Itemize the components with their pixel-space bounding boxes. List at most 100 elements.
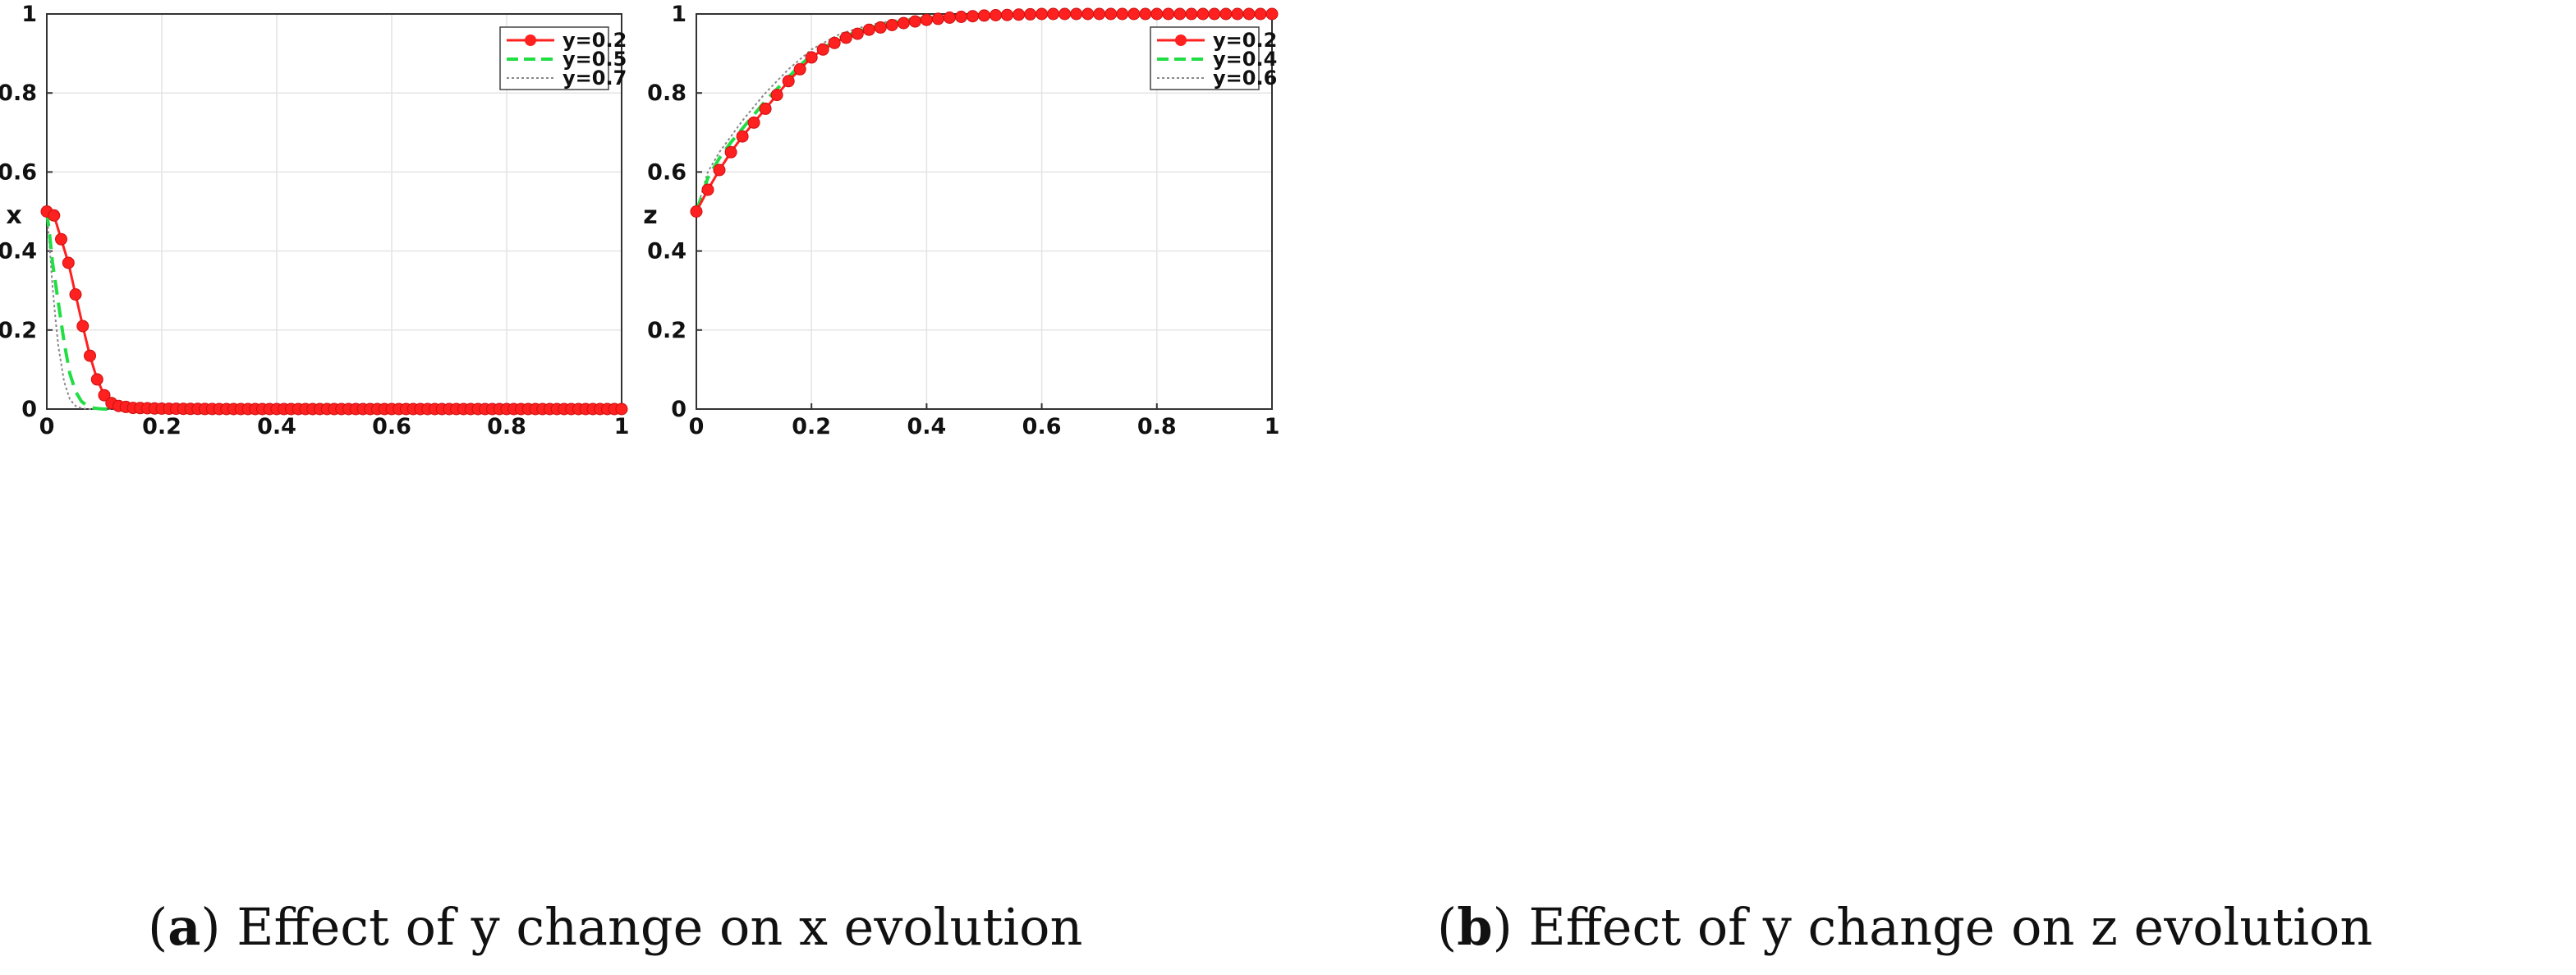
x-tick-label: 0: [39, 414, 55, 439]
y-tick-label: 0.4: [0, 239, 37, 264]
data-point: [805, 51, 818, 64]
y-tick-label: 0.2: [0, 318, 37, 343]
data-point: [98, 389, 111, 402]
data-point: [736, 130, 749, 143]
series-line-y=0.6: [696, 13, 1272, 212]
data-point: [1254, 7, 1267, 21]
data-point: [978, 9, 990, 22]
panel-a: 0 0.2 0.4 0.6 0.8 1 0 0.2 0.4 0.6 0.8 1 x y=0.2y=0.5y…: [0, 2, 629, 439]
data-point: [782, 75, 795, 88]
data-point: [943, 11, 956, 24]
caption-b-label: b: [1457, 897, 1492, 957]
data-point: [874, 21, 887, 34]
y-tick-label: 0.2: [647, 318, 686, 343]
legend-label: y=0.5: [562, 48, 627, 71]
x-tick-label: 0.2: [792, 414, 831, 439]
data-point: [1116, 7, 1129, 21]
y-tick-label: 0.8: [647, 80, 686, 106]
data-point: [1219, 7, 1233, 21]
data-point: [1139, 7, 1152, 21]
data-point: [84, 349, 96, 362]
data-point: [1024, 7, 1037, 21]
data-point: [615, 402, 628, 416]
caption-b-text: Effect of y change on z evolution: [1528, 897, 2372, 957]
data-point: [1127, 7, 1141, 21]
data-point: [1081, 7, 1095, 21]
data-point: [897, 16, 910, 30]
data-point: [1012, 8, 1026, 21]
data-point: [920, 13, 933, 26]
data-point: [701, 183, 714, 196]
data-point: [990, 9, 1002, 21]
panel-b: 0 0.2 0.4 0.6 0.8 1 0 0.2 0.4 0.6 0.8 1 z y=0.2y=0.4y…: [643, 2, 1279, 439]
data-point: [1231, 7, 1244, 21]
x-tick-label: 0.8: [487, 414, 526, 439]
y-tick-label: 1: [21, 2, 37, 27]
data-point: [955, 11, 967, 23]
legend-label: y=0.2: [1213, 29, 1277, 52]
data-point: [828, 36, 841, 49]
data-point: [1150, 7, 1164, 21]
data-point: [1047, 7, 1060, 21]
data-point: [76, 320, 90, 333]
data-point: [1070, 7, 1083, 21]
data-point: [747, 116, 760, 129]
legend: y=0.2y=0.4y=0.6: [1150, 26, 1277, 90]
x-tick-label: 0.6: [1022, 414, 1062, 439]
caption-a-label: a: [168, 897, 200, 957]
legend-label: y=0.7: [562, 67, 627, 90]
data-point: [1173, 7, 1187, 21]
y-tick-label: 0.6: [647, 159, 686, 185]
data-point: [862, 23, 875, 36]
legend-marker: [525, 34, 536, 46]
data-point: [1196, 7, 1210, 21]
caption-a: (a) Effect of y change on x evolution: [148, 897, 1082, 957]
data-point: [62, 256, 75, 269]
data-point: [885, 19, 898, 31]
legend-label: y=0.2: [562, 29, 627, 52]
data-point: [1093, 7, 1106, 21]
y-tick-label: 0.4: [647, 239, 686, 264]
y-tick-label: 0: [21, 397, 37, 422]
data-point: [1058, 7, 1072, 21]
data-point: [690, 205, 703, 218]
data-point: [713, 163, 726, 177]
x-tick-label: 0.6: [372, 414, 411, 439]
caption-b: (b) Effect of y change on z evolution: [1437, 897, 2372, 957]
y-tick-label: 0.8: [0, 80, 37, 106]
data-point: [839, 31, 852, 44]
x-tick-label: 1: [614, 414, 630, 439]
data-point: [724, 145, 737, 159]
y-tick-label: 1: [671, 2, 686, 27]
y-tick-label: 0: [671, 397, 686, 422]
legend-label: y=0.4: [1213, 48, 1277, 71]
data-point: [967, 10, 979, 23]
y-axis-label: z: [643, 201, 657, 230]
data-point: [1001, 8, 1013, 21]
legend-label: y=0.6: [1213, 67, 1277, 90]
x-tick-label: 1: [1265, 414, 1280, 439]
data-point: [1265, 7, 1279, 21]
data-point: [1208, 7, 1221, 21]
data-point: [90, 373, 103, 386]
y-axis-label: x: [6, 201, 21, 230]
data-point: [793, 62, 806, 76]
legend: y=0.2y=0.5y=0.7: [499, 26, 627, 90]
x-tick-label: 0.2: [142, 414, 181, 439]
data-point: [759, 102, 772, 115]
data-point: [48, 209, 61, 222]
x-tick-label: 0.8: [1137, 414, 1177, 439]
data-point: [1242, 7, 1256, 21]
data-point: [1035, 7, 1049, 21]
caption-a-text: Effect of y change on x evolution: [236, 897, 1082, 957]
series-line-y=0.2: [46, 210, 622, 411]
x-tick-label: 0: [689, 414, 705, 439]
data-point: [1185, 7, 1198, 21]
series-line-y=0.7: [46, 211, 622, 410]
data-point: [1162, 7, 1175, 21]
data-point: [55, 232, 67, 246]
x-tick-label: 0.4: [257, 414, 296, 439]
data-point: [770, 89, 783, 102]
data-point: [69, 288, 82, 301]
